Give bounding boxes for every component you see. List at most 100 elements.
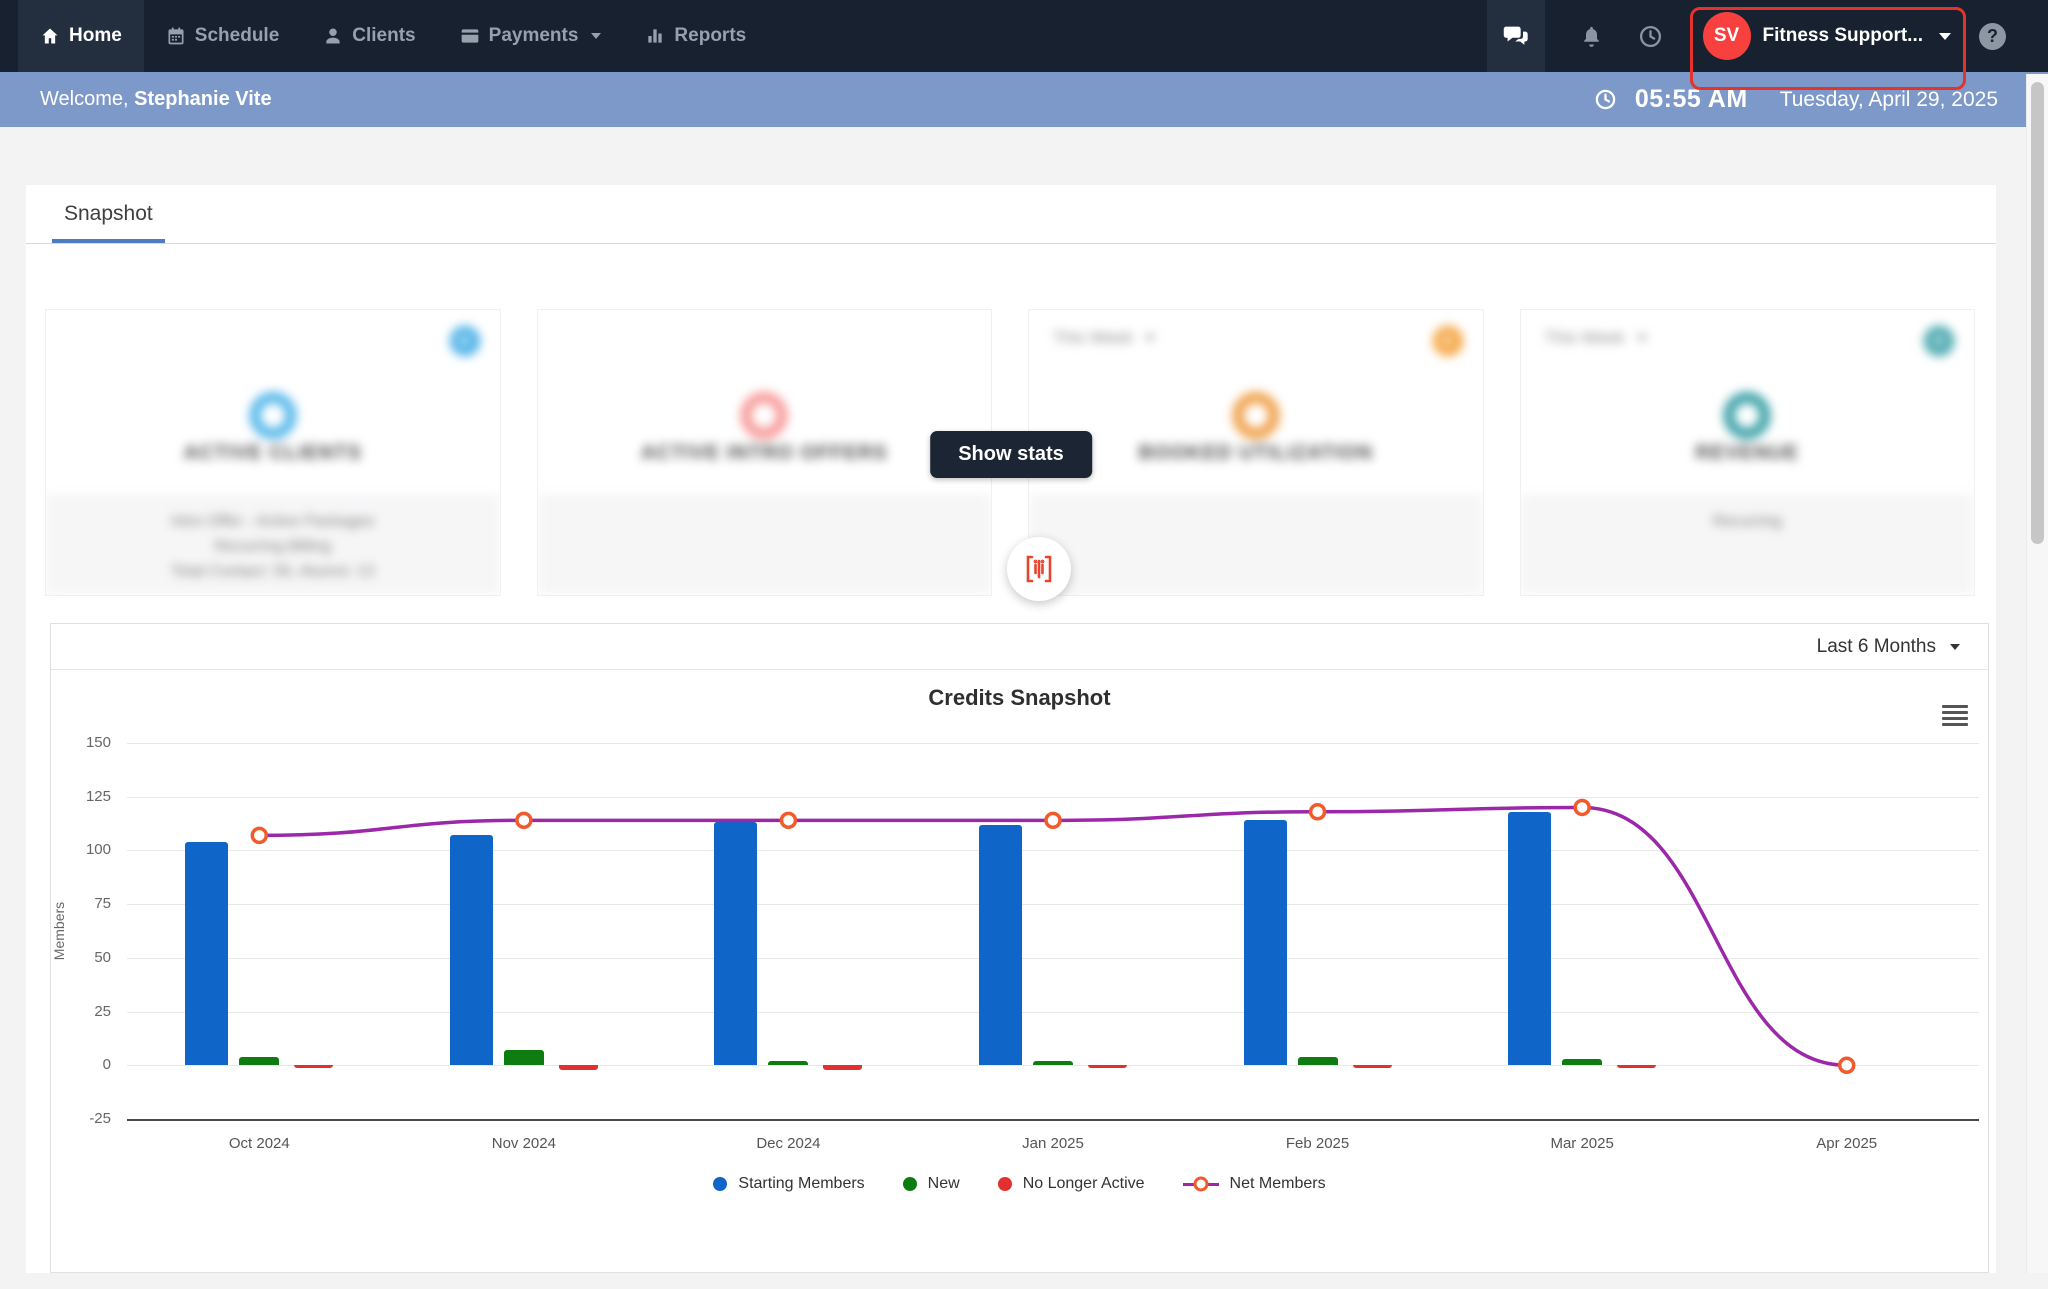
- x-tick-label: Dec 2024: [756, 1135, 821, 1152]
- net-members-marker: [515, 811, 533, 830]
- chevron-down-icon: [591, 33, 602, 39]
- history-button[interactable]: [1638, 24, 1663, 49]
- stat-card-title: ACTIVE INTRO OFFERS: [640, 442, 888, 464]
- nav-item-home[interactable]: Home: [18, 0, 144, 72]
- chevron-down-icon: [1939, 32, 1951, 40]
- y-tick-label: 0: [102, 1056, 111, 1074]
- nav-item-clients[interactable]: Clients: [301, 0, 437, 72]
- bar-no-longer-active: [823, 1065, 863, 1070]
- stat-card-title: ACTIVE CLIENTS: [183, 442, 362, 464]
- legend-item-new[interactable]: New: [902, 1175, 960, 1193]
- net-members-marker: [779, 811, 798, 830]
- stat-footer-line: Total Contact: 56, Alumni: 13: [170, 563, 375, 580]
- y-tick-label: 150: [85, 734, 111, 751]
- period-selector[interactable]: This Week: [1545, 328, 1647, 348]
- bar-no-longer-active: [1352, 1065, 1392, 1068]
- stat-card-title: BOOKED UTILIZATION: [1138, 442, 1373, 464]
- nav-item-label: Payments: [488, 25, 579, 46]
- chart-body: Credits Snapshot 150 125 100 75 50 25 0 -25 Memb…: [51, 685, 1988, 1289]
- chevron-down-icon: [1145, 335, 1155, 341]
- main-nav: Home Schedule Clients Payments Reports: [18, 0, 768, 72]
- x-tick-label: Jan 2025: [1022, 1135, 1084, 1152]
- y-tick-label: -25: [89, 1110, 111, 1127]
- period-label: This Week: [1544, 328, 1625, 347]
- gear-badge-icon: ⚙: [449, 326, 480, 356]
- bar-starting-members: [1508, 811, 1552, 1066]
- legend-item-no-longer-active[interactable]: No Longer Active: [997, 1175, 1145, 1193]
- stat-footer-line: Intro Offer - Active Packages: [171, 513, 375, 530]
- bar-new: [503, 1050, 544, 1066]
- nav-item-reports[interactable]: Reports: [623, 0, 768, 72]
- stat-card-content: This Week ⚙ BOOKED UTILIZATION: [1029, 310, 1483, 595]
- nav-item-payments[interactable]: Payments: [438, 0, 624, 72]
- help-button[interactable]: ?: [1979, 22, 2006, 50]
- x-tick-label: Apr 2025: [1816, 1135, 1878, 1152]
- stat-ring-icon: [1232, 392, 1280, 439]
- show-stats-button[interactable]: Show stats: [930, 431, 1092, 478]
- bar-new: [768, 1060, 809, 1066]
- current-date: Tuesday, April 29, 2025: [1779, 87, 1998, 111]
- legend-dot: [713, 1177, 728, 1191]
- y-tick-label: 25: [94, 1002, 111, 1020]
- account-menu[interactable]: SV Fitness Support...: [1689, 7, 1966, 90]
- bar-no-longer-active: [294, 1065, 334, 1068]
- date-range-value: Last 6 Months: [1816, 635, 1936, 657]
- legend-item-starting-members[interactable]: Starting Members: [713, 1175, 865, 1193]
- scrollbar-thumb[interactable]: [2031, 82, 2044, 544]
- gridline: [127, 957, 1979, 959]
- barcode-scan-button[interactable]: [1007, 537, 1071, 601]
- chart-legend: Starting Members New No Longer Active Net M…: [51, 1175, 1988, 1193]
- chart-card-header: Last 6 Months: [51, 624, 1988, 670]
- gear-badge-icon: ⚙: [1924, 326, 1954, 356]
- clock-icon: [1639, 25, 1661, 47]
- nav-item-label: Home: [69, 25, 122, 46]
- account-name: Fitness Support...: [1762, 25, 1923, 46]
- date-range-selector[interactable]: Last 6 Months: [1817, 636, 1960, 658]
- x-tick-label: Oct 2024: [228, 1135, 290, 1152]
- net-members-marker: [1573, 798, 1591, 817]
- bar-starting-members: [979, 824, 1022, 1066]
- stat-footer-line: Recurring Billing: [214, 538, 332, 555]
- period-selector[interactable]: This Week: [1053, 328, 1155, 348]
- chat-bubbles-icon: [1503, 26, 1528, 45]
- stat-card-title: REVENUE: [1695, 442, 1800, 464]
- stat-card-content: ⚙ ACTIVE CLIENTS Intro Offer - Active Pack…: [46, 310, 500, 595]
- chevron-down-icon: [1950, 643, 1960, 650]
- nav-item-schedule[interactable]: Schedule: [144, 0, 301, 72]
- gridline: [127, 1119, 1979, 1121]
- bar-no-longer-active: [558, 1065, 598, 1070]
- stat-card-active-clients: ⚙ ACTIVE CLIENTS Intro Offer - Active Pack…: [46, 310, 500, 595]
- gridline: [127, 850, 1979, 852]
- stat-ring-icon: [740, 392, 788, 439]
- notifications-button[interactable]: [1579, 24, 1604, 49]
- bell-icon: [1583, 26, 1599, 47]
- y-axis-title: Members: [51, 901, 67, 961]
- credit-card-icon: [461, 29, 478, 43]
- stat-card-footer: [1029, 495, 1483, 595]
- legend-label: Starting Members: [738, 1175, 865, 1192]
- legend-label: No Longer Active: [1022, 1175, 1145, 1192]
- welcome-message: Welcome, Stephanie Vite: [40, 88, 272, 111]
- bar-no-longer-active: [1088, 1065, 1127, 1068]
- net-members-marker: [250, 826, 269, 845]
- bar-no-longer-active: [1617, 1065, 1657, 1068]
- current-time: 05:55 AM: [1634, 85, 1748, 113]
- scrollbar[interactable]: [2026, 74, 2048, 1273]
- tab-snapshot[interactable]: Snapshot: [52, 185, 165, 243]
- stat-card-revenue: This Week ⚙ REVENUE Recurring: [1520, 310, 1974, 595]
- y-tick-label: 50: [94, 948, 111, 966]
- tab-bar: Snapshot: [26, 185, 1996, 244]
- bar-new: [1297, 1056, 1338, 1066]
- gear-badge-icon: ⚙: [1432, 326, 1463, 356]
- stat-card-footer: Intro Offer - Active Packages Recurring B…: [46, 495, 500, 595]
- welcome-bar: Welcome, Stephanie Vite 05:55 AM Tuesday…: [0, 72, 2048, 127]
- gridline: [127, 1011, 1979, 1013]
- legend-label: Net Members: [1229, 1175, 1326, 1192]
- legend-item-net-members[interactable]: Net Members: [1182, 1175, 1326, 1193]
- legend-dot: [902, 1177, 917, 1191]
- stat-card-content: ACTIVE INTRO OFFERS: [537, 310, 991, 595]
- bar-starting-members: [449, 835, 493, 1066]
- chat-button[interactable]: [1486, 0, 1545, 72]
- chart-menu-button[interactable]: [1942, 705, 1968, 729]
- bar-starting-members: [1243, 820, 1287, 1066]
